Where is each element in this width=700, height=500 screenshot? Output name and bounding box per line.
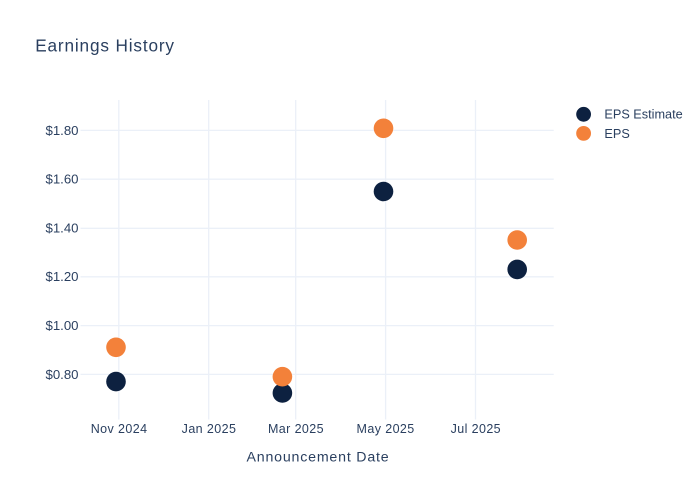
svg-text:Jan 2025: Jan 2025 [182, 422, 237, 436]
svg-text:$1.00: $1.00 [45, 318, 78, 333]
svg-text:Earnings History: Earnings History [35, 35, 175, 55]
svg-text:$1.60: $1.60 [45, 172, 78, 187]
svg-text:$0.80: $0.80 [45, 367, 78, 382]
svg-text:Nov 2024: Nov 2024 [91, 422, 148, 436]
svg-text:Jul 2025: Jul 2025 [451, 422, 501, 436]
svg-text:Announcement Date: Announcement Date [247, 450, 390, 466]
svg-text:EPS: EPS [604, 127, 629, 141]
svg-text:EPS Estimate: EPS Estimate [604, 108, 682, 122]
svg-text:$1.80: $1.80 [45, 123, 78, 138]
svg-text:Mar 2025: Mar 2025 [268, 422, 324, 436]
svg-text:$1.20: $1.20 [45, 269, 78, 284]
svg-text:May 2025: May 2025 [357, 422, 415, 436]
svg-text:$1.40: $1.40 [45, 221, 78, 236]
